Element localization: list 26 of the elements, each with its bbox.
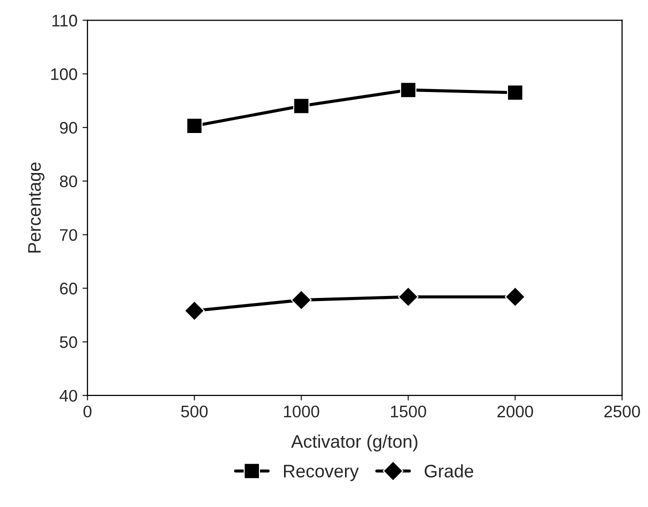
y-tick-label: 50 [60, 336, 78, 348]
x-tick-label: 2000 [497, 406, 534, 418]
y-tick-label: 80 [60, 175, 78, 188]
point [293, 98, 310, 114]
x-axis-title: Activator (g/ton) [291, 434, 418, 452]
x-tick-label: 2500 [604, 406, 640, 418]
y-axis-title: Percentage [28, 162, 44, 253]
point [507, 84, 524, 101]
y-tick-label: 100 [51, 68, 78, 80]
point [184, 300, 205, 322]
point [400, 82, 416, 98]
x-tick-label: 1500 [390, 406, 426, 418]
y-tick-label: 60 [60, 282, 78, 294]
y-tick-label: 40 [60, 390, 78, 402]
point [290, 290, 312, 310]
point [504, 286, 526, 308]
x-tick-label: 0 [83, 406, 92, 418]
point [186, 118, 203, 134]
x-tick-label: 1000 [284, 406, 320, 418]
x-tick-label: 500 [181, 406, 208, 418]
legend-label: Recovery [284, 464, 359, 482]
y-tick-label: 90 [60, 122, 78, 134]
legend-label: Grade [424, 464, 474, 478]
y-tick-label: 70 [60, 229, 78, 241]
y-tick-label: 110 [52, 14, 78, 26]
point [398, 286, 419, 308]
